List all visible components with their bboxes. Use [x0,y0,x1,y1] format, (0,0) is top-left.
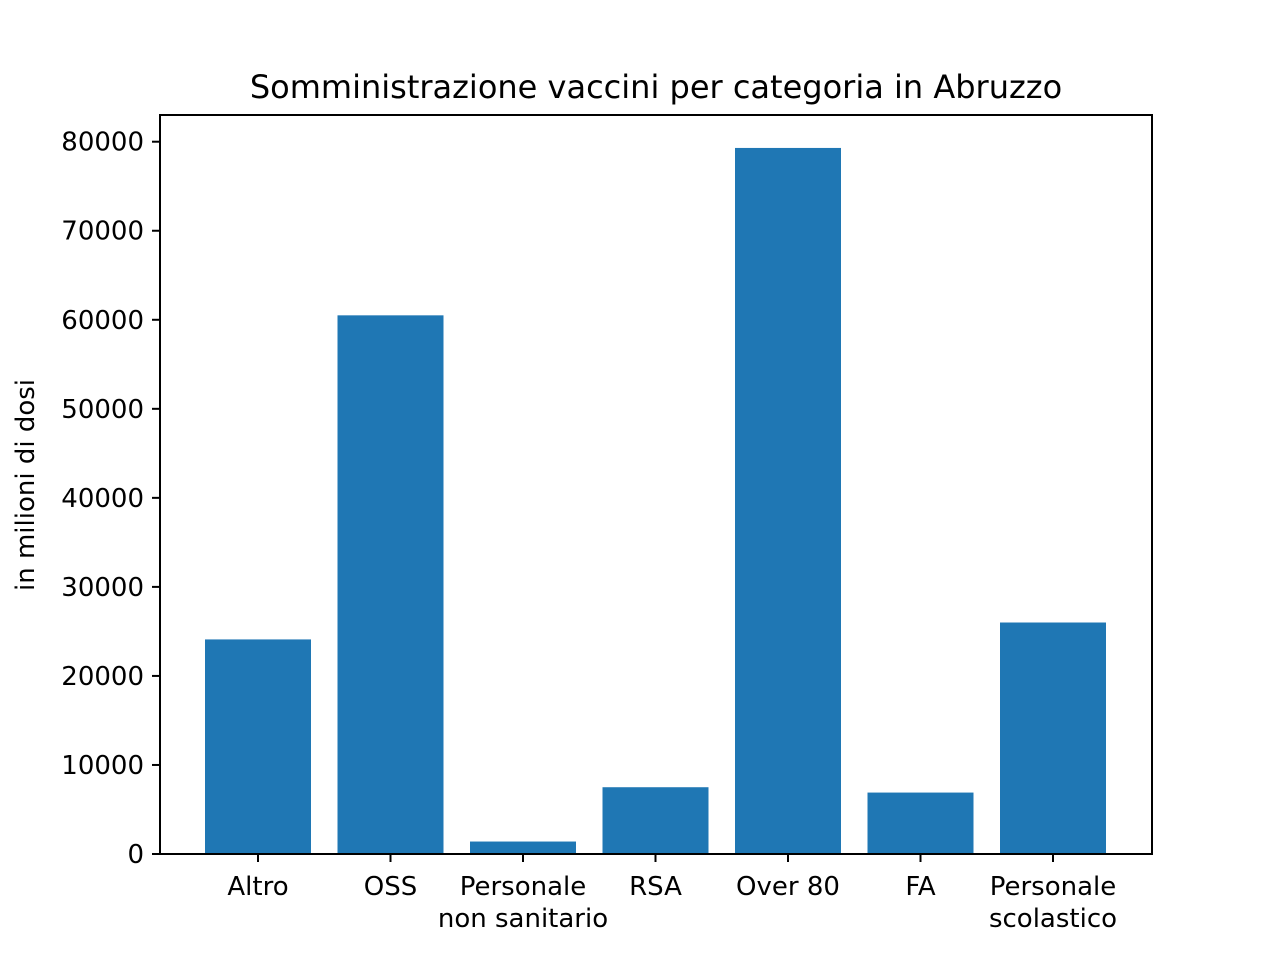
x-tick-label: Personale [990,872,1117,902]
bar [205,639,311,854]
y-tick-label: 20000 [61,662,144,692]
x-tick-label: FA [905,872,936,902]
y-tick-label: 40000 [61,484,144,514]
y-tick-label: 60000 [61,306,144,336]
y-tick-label: 10000 [61,751,144,781]
x-tick-label: scolastico [989,904,1117,934]
chart-title: Somministrazione vaccini per categoria i… [250,68,1062,106]
bar [867,792,974,854]
x-tick-label: non sanitario [438,904,608,934]
y-tick-label: 70000 [61,217,144,247]
y-tick-label: 30000 [61,573,144,603]
bar [1000,622,1106,854]
x-tick-label: Over 80 [736,872,840,902]
y-tick-label: 50000 [61,395,144,425]
x-tick-label: RSA [629,872,682,902]
y-tick-label: 80000 [61,128,144,158]
bar [602,787,709,854]
bar [735,147,841,855]
x-tick-label: OSS [364,872,417,902]
bar [337,315,444,855]
y-tick-label: 0 [127,840,144,870]
plot-area: 0 10000 20000 30000 40000 50000 60000 70000 8000… [61,114,1153,934]
bar [470,841,576,854]
x-tick-label: Altro [227,872,288,902]
x-tick-label: Personale [460,872,587,902]
y-axis-label: in milioni di dosi [11,379,41,591]
